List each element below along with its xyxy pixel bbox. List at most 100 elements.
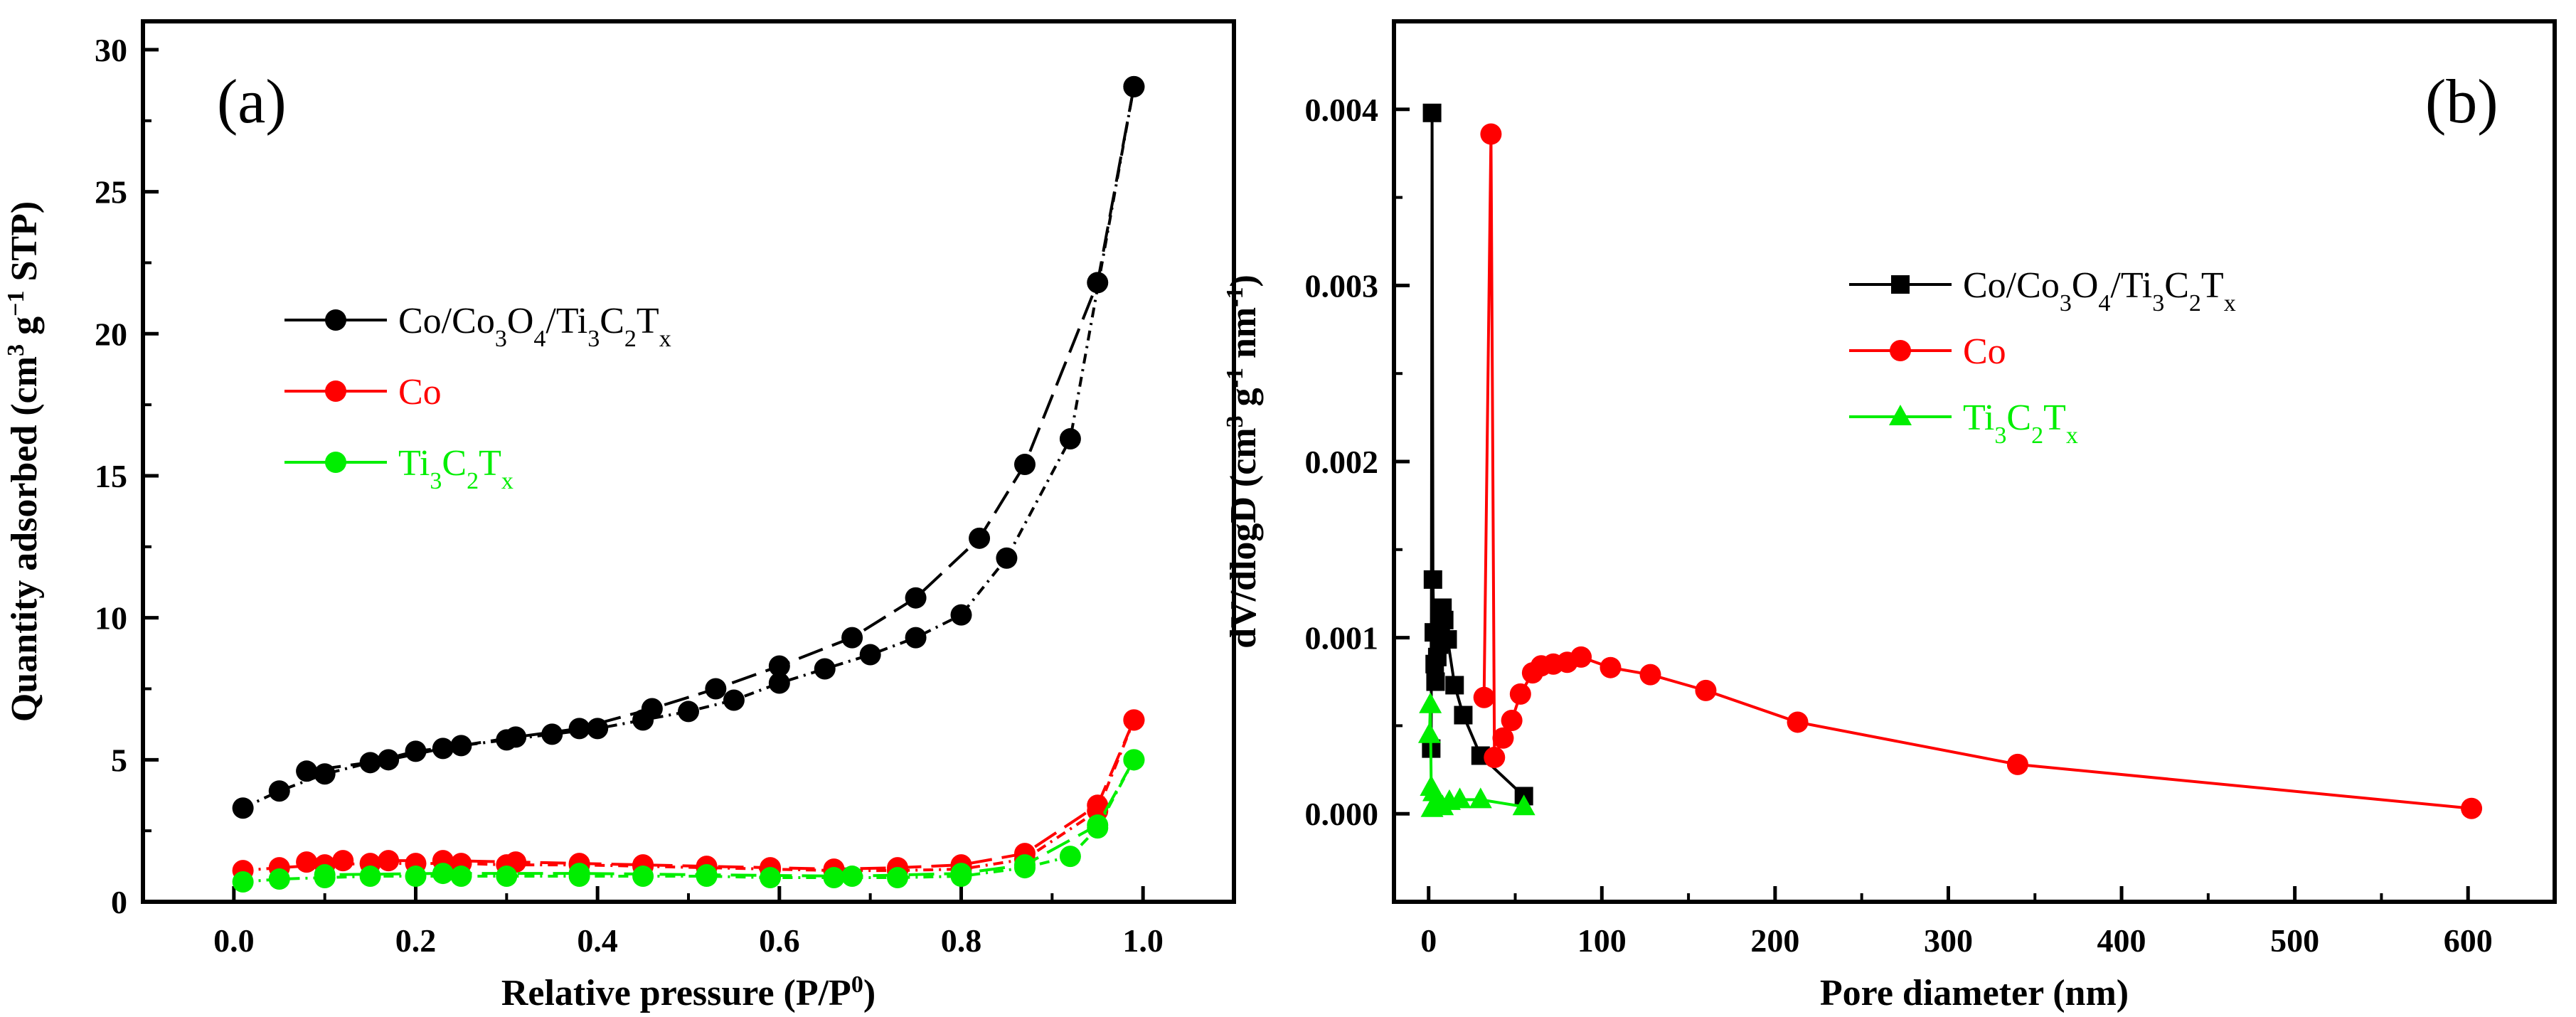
data-point-desorption-co-co3o4-ti3c2tx bbox=[505, 726, 527, 748]
data-point-desorption-co-co3o4-ti3c2tx bbox=[1013, 453, 1036, 475]
legend-label-part: Ti bbox=[1963, 398, 1994, 438]
legend-entry-co: Co bbox=[1849, 331, 2006, 372]
x-tick-label: 0.8 bbox=[941, 922, 982, 959]
legend-entry-co-co3o4-ti3c2tx: Co/Co3O4/Ti3C2Tx bbox=[284, 301, 671, 352]
legend-marker bbox=[1890, 340, 1911, 361]
y-axis-title-part: dV/dlogD (cm bbox=[1223, 427, 1264, 649]
x-tick-label: 600 bbox=[2444, 922, 2493, 959]
data-point-desorption-co-co3o4-ti3c2tx bbox=[568, 718, 590, 740]
data-point-adsorption-ti3c2tx bbox=[632, 866, 654, 888]
data-point-adsorption-co-co3o4-ti3c2tx bbox=[950, 604, 972, 626]
data-point-ti3c2tx bbox=[1448, 787, 1471, 809]
data-point-desorption-co bbox=[378, 850, 400, 872]
data-point-co bbox=[1480, 123, 1502, 145]
panel-label: (a) bbox=[217, 68, 287, 137]
data-point-ti3c2tx bbox=[1422, 780, 1446, 802]
data-point-co bbox=[2006, 753, 2028, 775]
legend-label-part: T bbox=[2043, 398, 2066, 438]
y-tick-label: 0.003 bbox=[1305, 267, 1379, 304]
y-axis-title-part: g bbox=[4, 316, 45, 344]
legend-label-part: Co bbox=[398, 372, 442, 412]
legend-marker bbox=[1891, 275, 1910, 294]
data-point-adsorption-co-co3o4-ti3c2tx bbox=[268, 780, 290, 802]
desorption-line-co-co3o4-ti3c2tx bbox=[306, 86, 1136, 773]
data-point-desorption-co-co3o4-ti3c2tx bbox=[1123, 75, 1145, 97]
x-tick-label: 1.0 bbox=[1122, 922, 1164, 959]
series-2 bbox=[1417, 692, 1536, 817]
legend-marker bbox=[325, 452, 346, 473]
data-point-desorption-co-co3o4-ti3c2tx bbox=[1087, 272, 1109, 294]
x-tick-label: 400 bbox=[2097, 922, 2146, 959]
data-point-co-co3o4-ti3c2tx bbox=[1454, 705, 1473, 725]
legend-entry-co-co3o4-ti3c2tx: Co/Co3O4/Ti3C2Tx bbox=[1849, 265, 2236, 316]
legend-label: Ti3C2Tx bbox=[398, 443, 513, 494]
data-point-adsorption-co-co3o4-ti3c2tx bbox=[232, 797, 254, 819]
x-tick-label: 0 bbox=[1420, 922, 1437, 959]
legend-label-part: 3 bbox=[495, 326, 507, 352]
y-axis-title-part: 3 bbox=[3, 344, 29, 356]
series-0 bbox=[1422, 103, 1533, 806]
data-point-desorption-ti3c2tx bbox=[841, 866, 863, 888]
data-point-co bbox=[1492, 727, 1514, 749]
legend-marker bbox=[325, 309, 346, 331]
legend-label-part: Co/Co bbox=[398, 301, 495, 341]
legend-label-part: 2 bbox=[2031, 422, 2043, 449]
data-point-co bbox=[1639, 664, 1661, 686]
data-point-desorption-ti3c2tx bbox=[432, 863, 454, 885]
x-tick-label: 0.4 bbox=[577, 922, 618, 959]
data-point-adsorption-co-co3o4-ti3c2tx bbox=[541, 723, 563, 745]
y-axis-title-part: -1 bbox=[1222, 368, 1248, 388]
data-point-desorption-co-co3o4-ti3c2tx bbox=[841, 627, 863, 649]
x-tick-label: 200 bbox=[1750, 922, 1799, 959]
legend-label-part: C bbox=[2164, 265, 2189, 306]
y-axis-title-part: Quantity adsorbed (cm bbox=[4, 356, 45, 722]
data-point-co-co3o4-ti3c2tx bbox=[1435, 610, 1454, 629]
data-point-co bbox=[1695, 679, 1717, 701]
y-axis-title-part: g bbox=[1223, 388, 1264, 415]
legend-label-part: /Ti bbox=[545, 301, 587, 341]
data-point-co bbox=[1600, 656, 1622, 678]
data-point-ti3c2tx bbox=[1419, 692, 1442, 713]
data-point-co bbox=[1501, 709, 1523, 731]
x-axis-title-sup: 0 bbox=[851, 971, 863, 998]
data-point-desorption-co-co3o4-ti3c2tx bbox=[432, 738, 454, 760]
legend-label-part: Ti bbox=[398, 443, 430, 484]
data-point-adsorption-ti3c2tx bbox=[887, 867, 909, 889]
data-point-desorption-co-co3o4-ti3c2tx bbox=[905, 587, 927, 609]
panel-b-chart: 0 100 200 300 400 500 600 0.000 0.001 0.002 0.003 0… bbox=[1222, 19, 2557, 1013]
legend-label-part: x bbox=[659, 326, 671, 352]
data-point-co-co3o4-ti3c2tx bbox=[1422, 103, 1442, 122]
x-tick-label: 500 bbox=[2270, 922, 2319, 959]
data-point-desorption-ti3c2tx bbox=[1123, 749, 1145, 771]
data-point-adsorption-co-co3o4-ti3c2tx bbox=[814, 658, 836, 680]
data-point-desorption-co bbox=[332, 850, 354, 872]
y-tick-label: 0.000 bbox=[1305, 796, 1379, 832]
legend-label: Co/Co3O4/Ti3C2Tx bbox=[1963, 265, 2236, 316]
legend-label: Ti3C2Tx bbox=[1963, 398, 2078, 449]
data-point-desorption-ti3c2tx bbox=[314, 864, 336, 886]
legend-label-part: 2 bbox=[624, 326, 637, 352]
legend-label: Co bbox=[1963, 331, 2006, 372]
y-axis-title-part: ) bbox=[1223, 275, 1264, 287]
legend-label-part: T bbox=[479, 443, 501, 484]
data-point-desorption-ti3c2tx bbox=[1013, 854, 1036, 876]
legend-marker bbox=[325, 380, 346, 402]
legend-label-part: O bbox=[2072, 265, 2099, 306]
data-point-adsorption-co-co3o4-ti3c2tx bbox=[996, 547, 1018, 569]
x-tick-label: 100 bbox=[1577, 922, 1627, 959]
data-point-co-co3o4-ti3c2tx bbox=[1426, 672, 1445, 691]
legend-label-part: O bbox=[507, 301, 534, 341]
legend-label-part: T bbox=[637, 301, 659, 341]
data-point-ti3c2tx bbox=[1417, 722, 1441, 743]
legend-label-part: 2 bbox=[2189, 290, 2201, 316]
data-point-desorption-co-co3o4-ti3c2tx bbox=[969, 527, 991, 549]
x-axis-title-main: Pore diameter (nm) bbox=[1820, 973, 2129, 1013]
legend-label-part: Co/Co bbox=[1963, 265, 2060, 306]
legend-marker bbox=[1889, 405, 1912, 425]
data-point-adsorption-co-co3o4-ti3c2tx bbox=[723, 689, 745, 711]
data-point-desorption-co-co3o4-ti3c2tx bbox=[768, 655, 790, 677]
data-point-desorption-ti3c2tx bbox=[1087, 814, 1109, 836]
y-tick-label: 30 bbox=[95, 32, 127, 68]
